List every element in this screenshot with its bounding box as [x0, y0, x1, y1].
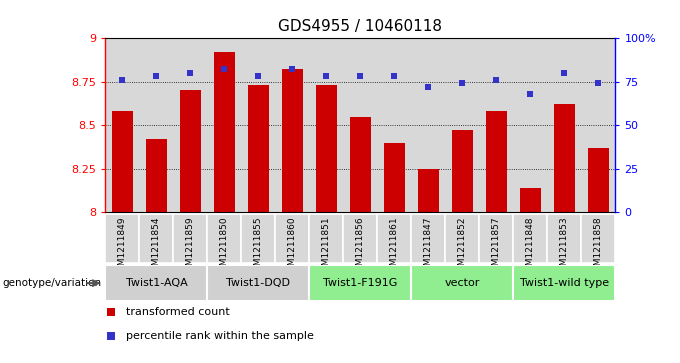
Bar [581, 38, 615, 212]
FancyBboxPatch shape [411, 214, 445, 263]
Text: Twist1-F191G: Twist1-F191G [323, 278, 398, 288]
Bar [350, 117, 371, 212]
FancyBboxPatch shape [105, 265, 207, 301]
FancyBboxPatch shape [139, 214, 173, 263]
FancyBboxPatch shape [207, 265, 309, 301]
Text: GSM1211855: GSM1211855 [254, 217, 263, 277]
Text: GSM1211848: GSM1211848 [526, 217, 535, 277]
Bar [282, 69, 303, 212]
FancyBboxPatch shape [411, 265, 513, 301]
Bar [180, 90, 201, 212]
Title: GDS4955 / 10460118: GDS4955 / 10460118 [278, 19, 443, 34]
Text: genotype/variation: genotype/variation [2, 278, 101, 288]
Text: transformed count: transformed count [126, 307, 230, 317]
FancyBboxPatch shape [547, 214, 581, 263]
Bar [275, 38, 309, 212]
FancyBboxPatch shape [445, 214, 479, 263]
Text: GSM1211860: GSM1211860 [288, 217, 297, 277]
Bar [377, 38, 411, 212]
FancyBboxPatch shape [479, 214, 513, 263]
Bar [207, 38, 241, 212]
Text: vector: vector [445, 278, 480, 288]
Bar [214, 52, 235, 212]
FancyBboxPatch shape [343, 214, 377, 263]
FancyBboxPatch shape [513, 214, 547, 263]
FancyBboxPatch shape [513, 265, 615, 301]
Bar [343, 38, 377, 212]
Text: GSM1211854: GSM1211854 [152, 217, 161, 277]
FancyBboxPatch shape [581, 214, 615, 263]
Bar [384, 143, 405, 212]
Text: Twist1-AQA: Twist1-AQA [126, 278, 187, 288]
Text: GSM1211852: GSM1211852 [458, 217, 467, 277]
Bar [452, 130, 473, 212]
Bar [146, 139, 167, 212]
Bar [588, 148, 609, 212]
Text: Twist1-wild type: Twist1-wild type [520, 278, 609, 288]
Text: GSM1211859: GSM1211859 [186, 217, 195, 277]
Bar [445, 38, 479, 212]
Text: GSM1211847: GSM1211847 [424, 217, 433, 277]
Bar [173, 38, 207, 212]
Text: GSM1211851: GSM1211851 [322, 217, 331, 277]
FancyBboxPatch shape [309, 214, 343, 263]
FancyBboxPatch shape [207, 214, 241, 263]
Bar [418, 169, 439, 212]
FancyBboxPatch shape [275, 214, 309, 263]
Bar [554, 104, 575, 212]
Bar [479, 38, 513, 212]
Bar [241, 38, 275, 212]
FancyBboxPatch shape [173, 214, 207, 263]
Text: Twist1-DQD: Twist1-DQD [226, 278, 290, 288]
Bar [139, 38, 173, 212]
Bar [112, 111, 133, 212]
FancyBboxPatch shape [309, 265, 411, 301]
Bar [513, 38, 547, 212]
Text: GSM1211853: GSM1211853 [560, 217, 569, 277]
Bar [105, 38, 139, 212]
Text: GSM1211858: GSM1211858 [594, 217, 603, 277]
Text: percentile rank within the sample: percentile rank within the sample [126, 331, 313, 341]
Bar [316, 85, 337, 212]
Bar [486, 111, 507, 212]
Text: GSM1211861: GSM1211861 [390, 217, 399, 277]
Text: GSM1211857: GSM1211857 [492, 217, 501, 277]
Text: GSM1211850: GSM1211850 [220, 217, 229, 277]
Bar [520, 188, 541, 212]
FancyBboxPatch shape [105, 214, 139, 263]
Text: GSM1211856: GSM1211856 [356, 217, 365, 277]
Bar [411, 38, 445, 212]
Bar [547, 38, 581, 212]
Bar [248, 85, 269, 212]
Text: GSM1211849: GSM1211849 [118, 217, 127, 277]
FancyBboxPatch shape [377, 214, 411, 263]
Bar [309, 38, 343, 212]
FancyBboxPatch shape [241, 214, 275, 263]
